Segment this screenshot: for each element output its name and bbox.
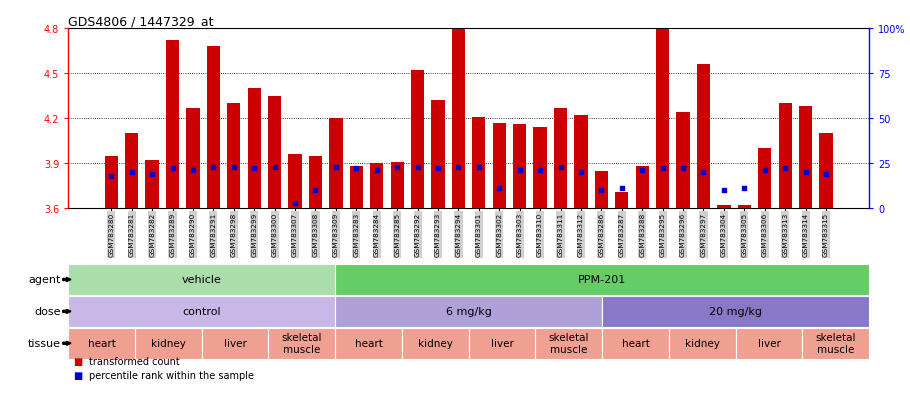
Bar (779, 104, 792, 209)
Point (512, 168, 527, 174)
Bar (656, 31, 669, 209)
Text: GDS4806 / 1447329_at: GDS4806 / 1447329_at (68, 15, 214, 28)
Text: liver: liver (757, 338, 781, 349)
Bar (492, 123, 506, 209)
Bar (595, 171, 608, 209)
Point (268, 164, 282, 171)
Bar (697, 65, 710, 209)
Text: heart: heart (622, 338, 650, 349)
Bar (207, 47, 220, 209)
Bar (574, 116, 588, 209)
Point (798, 169, 813, 176)
Text: dose: dose (35, 306, 61, 317)
Point (430, 166, 445, 172)
Bar (228, 104, 240, 209)
Point (757, 168, 772, 174)
Text: PPM-201: PPM-201 (578, 275, 626, 285)
Text: kidney: kidney (685, 338, 720, 349)
Point (533, 168, 548, 174)
Bar (308, 156, 322, 209)
Bar (411, 71, 424, 209)
Bar (288, 155, 302, 209)
Text: heart: heart (87, 338, 116, 349)
Bar (166, 41, 179, 209)
Text: kidney: kidney (418, 338, 452, 349)
Bar (615, 192, 629, 209)
Bar (125, 134, 138, 209)
Point (471, 164, 486, 171)
Text: 20 mg/kg: 20 mg/kg (709, 306, 762, 317)
Point (676, 166, 691, 172)
Point (227, 164, 241, 171)
Bar (738, 206, 751, 209)
Point (186, 168, 200, 174)
Point (288, 200, 302, 206)
Point (206, 164, 220, 171)
Point (389, 164, 404, 171)
Bar (329, 119, 342, 209)
Point (349, 166, 364, 172)
Point (369, 168, 384, 174)
Text: tissue: tissue (28, 338, 61, 349)
Bar (676, 113, 690, 209)
Point (451, 164, 466, 171)
Bar (248, 89, 261, 209)
Point (594, 188, 609, 194)
Bar (268, 96, 281, 209)
Text: heart: heart (355, 338, 382, 349)
Text: skeletal
muscle: skeletal muscle (281, 332, 322, 354)
Text: liver: liver (224, 338, 247, 349)
Bar (349, 167, 363, 209)
Bar (146, 161, 158, 209)
Bar (472, 117, 486, 209)
Point (308, 188, 323, 194)
Bar (390, 162, 404, 209)
Point (410, 164, 425, 171)
Point (614, 185, 629, 192)
Bar (513, 125, 526, 209)
Point (247, 166, 261, 172)
Bar (187, 108, 199, 209)
Point (125, 169, 139, 176)
Point (737, 185, 752, 192)
Text: kidney: kidney (151, 338, 186, 349)
Text: 6 mg/kg: 6 mg/kg (446, 306, 491, 317)
Text: control: control (182, 306, 221, 317)
Text: vehicle: vehicle (182, 275, 222, 285)
Point (329, 164, 343, 171)
Bar (799, 107, 813, 209)
Point (145, 171, 159, 178)
Bar (758, 149, 772, 209)
Point (492, 185, 507, 192)
Point (717, 188, 732, 194)
Point (655, 166, 670, 172)
Text: transformed count: transformed count (89, 356, 180, 366)
Point (166, 166, 180, 172)
Text: liver: liver (490, 338, 513, 349)
Point (696, 169, 711, 176)
Bar (370, 164, 383, 209)
Text: agent: agent (28, 275, 61, 285)
Text: ■: ■ (73, 356, 82, 366)
Point (553, 164, 568, 171)
Point (635, 168, 650, 174)
Bar (431, 101, 445, 209)
Bar (533, 128, 547, 209)
Bar (819, 134, 833, 209)
Point (778, 166, 793, 172)
Point (104, 173, 118, 180)
Bar (451, 31, 465, 209)
Bar (635, 167, 649, 209)
Bar (717, 206, 731, 209)
Text: percentile rank within the sample: percentile rank within the sample (89, 370, 254, 380)
Text: skeletal
muscle: skeletal muscle (549, 332, 589, 354)
Bar (105, 156, 118, 209)
Point (819, 171, 834, 178)
Point (573, 169, 588, 176)
Text: skeletal
muscle: skeletal muscle (815, 332, 856, 354)
Text: ■: ■ (73, 370, 82, 380)
Bar (554, 108, 567, 209)
